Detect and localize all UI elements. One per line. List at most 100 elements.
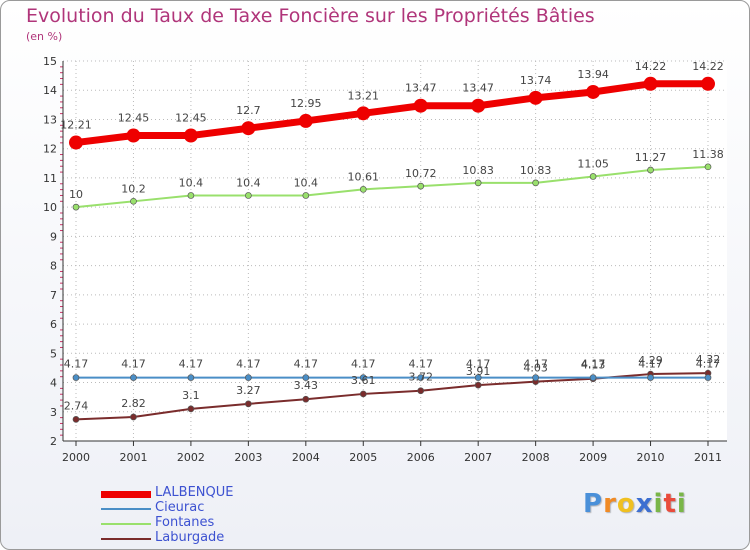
y-tick-label: 6: [50, 318, 57, 331]
data-point-lalbenque: [701, 76, 715, 91]
x-tick-label: 2004: [292, 451, 320, 464]
data-label-laburgade: 3.27: [236, 384, 261, 397]
data-point-laburgade: [72, 416, 80, 423]
data-point-lalbenque: [69, 135, 83, 150]
x-tick-label: 2002: [177, 451, 205, 464]
data-point-laburgade: [187, 405, 195, 413]
data-point-fontanes: [474, 179, 482, 187]
data-point-laburgade: [417, 387, 425, 395]
data-point-laburgade: [245, 400, 252, 408]
data-label-lalbenque: 13.21: [348, 89, 380, 102]
data-label-lalbenque: 12.45: [118, 112, 150, 125]
data-point-lalbenque: [183, 128, 198, 143]
legend-label-lalbenque: LALBENQUE: [155, 485, 234, 500]
data-label-cieurac: 4.17: [351, 358, 376, 371]
y-axis-unit: (en %): [26, 30, 63, 43]
data-label-cieurac: 4.17: [179, 358, 204, 371]
x-tick-label: 2008: [522, 451, 550, 464]
x-tick-label: 2001: [119, 451, 147, 464]
data-label-laburgade: 2.74: [64, 399, 89, 412]
data-label-lalbenque: 13.47: [462, 82, 494, 95]
proxiti-logo: Proxiti: [583, 489, 687, 519]
data-point-cieurac: [359, 374, 367, 381]
x-tick-label: 2011: [694, 451, 722, 464]
data-label-lalbenque: 12.7: [236, 104, 261, 117]
data-point-fontanes: [130, 197, 137, 205]
data-label-fontanes: 10.83: [462, 164, 494, 177]
data-label-cieurac: 4.17: [581, 358, 606, 371]
series-line-lalbenque: [72, 80, 712, 147]
data-point-cieurac: [532, 374, 539, 381]
data-point-cieurac: [72, 374, 80, 381]
data-point-fontanes: [359, 185, 367, 193]
data-point-fontanes: [704, 163, 712, 171]
data-label-cieurac: 4.17: [121, 358, 146, 371]
data-point-fontanes: [187, 192, 195, 199]
data-label-laburgade: 3.1: [182, 389, 200, 402]
data-point-lalbenque: [413, 98, 428, 113]
data-point-cieurac: [130, 374, 137, 381]
data-label-laburgade: 4.32: [696, 353, 721, 366]
data-point-lalbenque: [586, 84, 601, 99]
legend-swatch-cieurac: [101, 508, 151, 510]
chart-title: Evolution du Taux de Taxe Foncière sur l…: [26, 5, 595, 27]
data-label-fontanes: 10: [69, 188, 83, 201]
data-label-laburgade: 3.43: [294, 379, 319, 392]
data-label-fontanes: 10.4: [179, 176, 204, 189]
data-label-cieurac: 4.17: [294, 358, 319, 371]
data-label-fontanes: 10.4: [294, 176, 319, 189]
data-point-lalbenque: [298, 113, 313, 128]
data-point-laburgade: [130, 413, 137, 421]
y-tick-label: 10: [43, 201, 57, 214]
data-label-lalbenque: 12.95: [290, 97, 322, 110]
data-label-lalbenque: 12.45: [175, 112, 207, 125]
y-tick-label: 7: [50, 289, 57, 302]
data-point-fontanes: [417, 182, 425, 190]
x-tick-label: 2000: [62, 451, 90, 464]
y-tick-label: 11: [43, 172, 57, 185]
y-tick-label: 15: [43, 55, 57, 68]
data-label-fontanes: 10.72: [405, 167, 437, 180]
data-point-laburgade: [302, 395, 310, 403]
y-tick-label: 4: [50, 377, 57, 390]
data-point-cieurac: [647, 374, 654, 381]
data-label-laburgade: 3.91: [466, 365, 491, 378]
x-tick-label: 2007: [464, 451, 492, 464]
data-point-cieurac: [417, 374, 425, 381]
data-label-cieurac: 4.17: [638, 358, 663, 371]
y-tick-label: 2: [50, 435, 57, 448]
data-label-laburgade: 4.13: [581, 359, 606, 372]
data-point-cieurac: [704, 374, 712, 381]
data-point-lalbenque: [643, 76, 658, 91]
data-point-lalbenque: [356, 106, 371, 121]
data-label-lalbenque: 14.22: [692, 60, 724, 73]
data-label-fontanes: 11.05: [577, 157, 609, 170]
data-label-laburgade: 4.29: [638, 354, 663, 367]
data-point-fontanes: [72, 203, 80, 211]
x-tick-label: 2009: [579, 451, 607, 464]
data-label-lalbenque: 13.47: [405, 82, 437, 95]
data-label-fontanes: 10.83: [520, 164, 552, 177]
data-label-cieurac: 4.17: [523, 358, 548, 371]
data-point-lalbenque: [241, 121, 256, 136]
data-point-cieurac: [187, 374, 195, 381]
data-label-fontanes: 10.61: [348, 170, 380, 183]
data-label-cieurac: 4.17: [696, 358, 721, 371]
y-tick-label: 8: [50, 260, 57, 273]
data-label-lalbenque: 12.21: [60, 119, 92, 132]
data-label-lalbenque: 13.74: [520, 74, 552, 87]
data-label-cieurac: 4.17: [466, 358, 491, 371]
data-point-fontanes: [589, 173, 597, 180]
data-label-laburgade: 2.82: [121, 397, 146, 410]
y-tick-label: 3: [50, 406, 57, 419]
data-point-lalbenque: [471, 98, 486, 113]
y-tick-label: 9: [50, 230, 57, 243]
data-label-laburgade: 3.61: [351, 374, 376, 387]
data-label-fontanes: 11.38: [692, 148, 724, 161]
x-tick-label: 2003: [234, 451, 262, 464]
legend-swatch-laburgade: [101, 538, 151, 540]
legend-label-cieurac: Cieurac: [155, 500, 205, 515]
data-label-cieurac: 4.17: [64, 358, 89, 371]
data-label-cieurac: 4.17: [408, 358, 433, 371]
